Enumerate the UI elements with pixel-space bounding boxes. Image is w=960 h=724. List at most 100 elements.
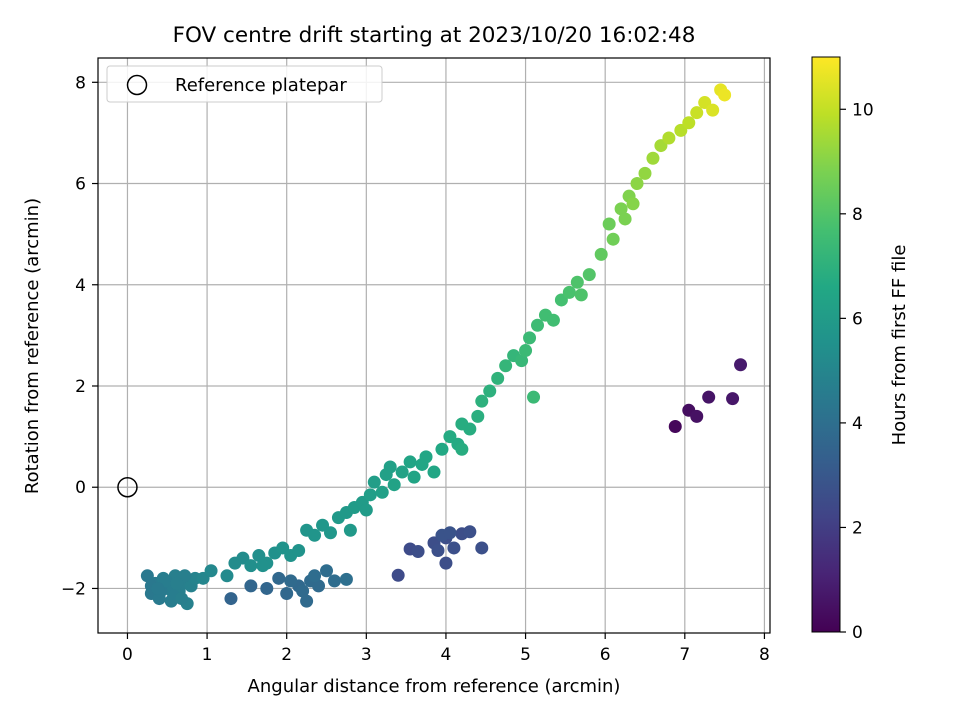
data-point [463,525,477,539]
plot-frame [97,57,771,634]
data-point [284,574,298,588]
data-point [419,450,433,464]
y-tick-label: 8 [75,73,86,93]
legend-marker-icon [126,74,148,96]
data-point [244,559,258,573]
data-point [483,384,497,398]
data-point [256,559,270,573]
y-tick-label: −2 [61,579,86,599]
data-point [475,394,489,408]
data-point [292,543,306,557]
data-point [407,470,421,484]
data-point [702,390,716,404]
colorbar-tick-label: 0 [852,623,863,643]
colorbar-tick-label: 4 [852,414,863,434]
data-point [427,465,441,479]
y-tick-label: 2 [75,377,86,397]
data-point [455,442,469,456]
y-tick-label: 4 [75,276,86,296]
data-point [499,359,513,373]
x-axis-label: Angular distance from reference (arcmin) [248,676,621,697]
data-point [519,344,533,358]
colorbar-tick-label: 6 [852,309,863,329]
data-point [403,455,417,469]
data-point [387,478,401,492]
x-tick-label: 5 [520,645,531,665]
data-point [339,572,353,586]
y-axis-label: Rotation from reference (arcmin) [22,198,43,494]
legend: Reference platepar [106,65,383,103]
chart-title: FOV centre drift starting at 2023/10/20 … [173,23,696,48]
data-point [523,331,537,345]
data-point [175,592,189,606]
data-point [280,587,294,601]
data-point [170,576,184,590]
data-point [690,106,704,120]
data-point [151,581,165,595]
data-point [515,354,529,368]
colorbar-label: Hours from first FF file [889,245,910,446]
data-point [646,151,660,165]
data-point [327,574,341,588]
colorbar-tick-label: 8 [852,205,863,225]
data-point [367,475,381,489]
data-point [363,488,377,502]
data-point [308,569,322,583]
data-point [594,247,608,261]
data-point [546,313,560,327]
data-point [272,571,286,585]
data-point [706,103,720,117]
grid [98,58,770,633]
data-point [411,545,425,559]
scatter-points [140,83,748,611]
colorbar-gradient [811,56,841,633]
data-point [343,523,357,537]
x-tick-label: 4 [441,645,452,665]
y-tick-label: 0 [75,478,86,498]
data-point [718,88,732,102]
data-point [614,202,628,216]
colorbar-tick-label: 10 [852,100,874,120]
data-point [570,275,584,289]
data-point [395,465,409,479]
x-axis-ticks: 0 1 2 3 4 5 6 7 8 [122,633,770,665]
data-point [439,556,453,570]
data-point [435,442,449,456]
data-point [574,288,588,302]
data-point [220,569,234,583]
data-point [734,358,748,372]
x-tick-label: 1 [202,645,213,665]
data-point [300,594,314,608]
data-point [323,526,337,540]
x-tick-label: 8 [759,645,770,665]
data-point [308,528,322,542]
data-point [359,503,373,517]
data-point [582,268,596,282]
data-point [562,285,576,299]
data-point [726,392,740,406]
data-point [527,390,541,404]
y-axis-ticks: −2 0 2 4 6 8 [61,73,98,599]
x-tick-label: 7 [679,645,690,665]
colorbar-ticks: 0 2 4 6 8 10 [840,100,874,643]
data-point [431,543,445,557]
x-tick-label: 6 [600,645,611,665]
legend-box [106,65,383,103]
data-point [383,460,397,474]
data-point [471,409,485,423]
data-point [463,422,477,436]
data-point [296,584,310,598]
data-point [224,592,238,606]
data-point [447,541,461,555]
data-point [531,318,545,332]
data-point [662,131,676,145]
data-point [260,581,274,595]
data-point [682,116,696,130]
data-point [204,564,218,578]
data-point [638,166,652,180]
data-point [690,409,704,423]
data-point [375,485,389,499]
reference-point-marker [117,476,138,498]
